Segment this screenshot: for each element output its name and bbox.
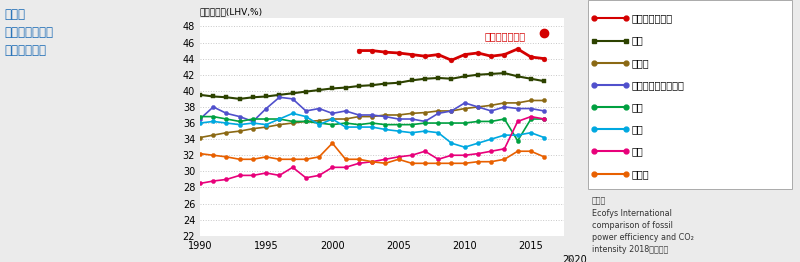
Text: 出典：
Ecofys International
comparison of fossil
power efficiency and CO₂
intensity: 出典： Ecofys International comparison of f… <box>592 196 694 254</box>
Text: 竹原火力新１号: 竹原火力新１号 <box>485 31 526 41</box>
Text: ドイツ: ドイツ <box>631 58 649 68</box>
Text: 2020: 2020 <box>562 255 587 262</box>
Text: 日本: 日本 <box>631 36 643 46</box>
Text: 発電端効率(LHV,%): 発電端効率(LHV,%) <box>200 7 263 16</box>
Text: §: § <box>566 254 572 262</box>
Text: 中国: 中国 <box>631 146 643 156</box>
Text: 磯子火力新１号: 磯子火力新１号 <box>631 13 672 23</box>
Text: 英国・アイルランド: 英国・アイルランド <box>631 80 684 90</box>
Text: 各国の
石炭火力発電の
発電効率推移: 各国の 石炭火力発電の 発電効率推移 <box>4 8 53 57</box>
Text: インド: インド <box>631 169 649 179</box>
Text: 豪州: 豪州 <box>631 124 643 134</box>
Text: 米国: 米国 <box>631 102 643 112</box>
